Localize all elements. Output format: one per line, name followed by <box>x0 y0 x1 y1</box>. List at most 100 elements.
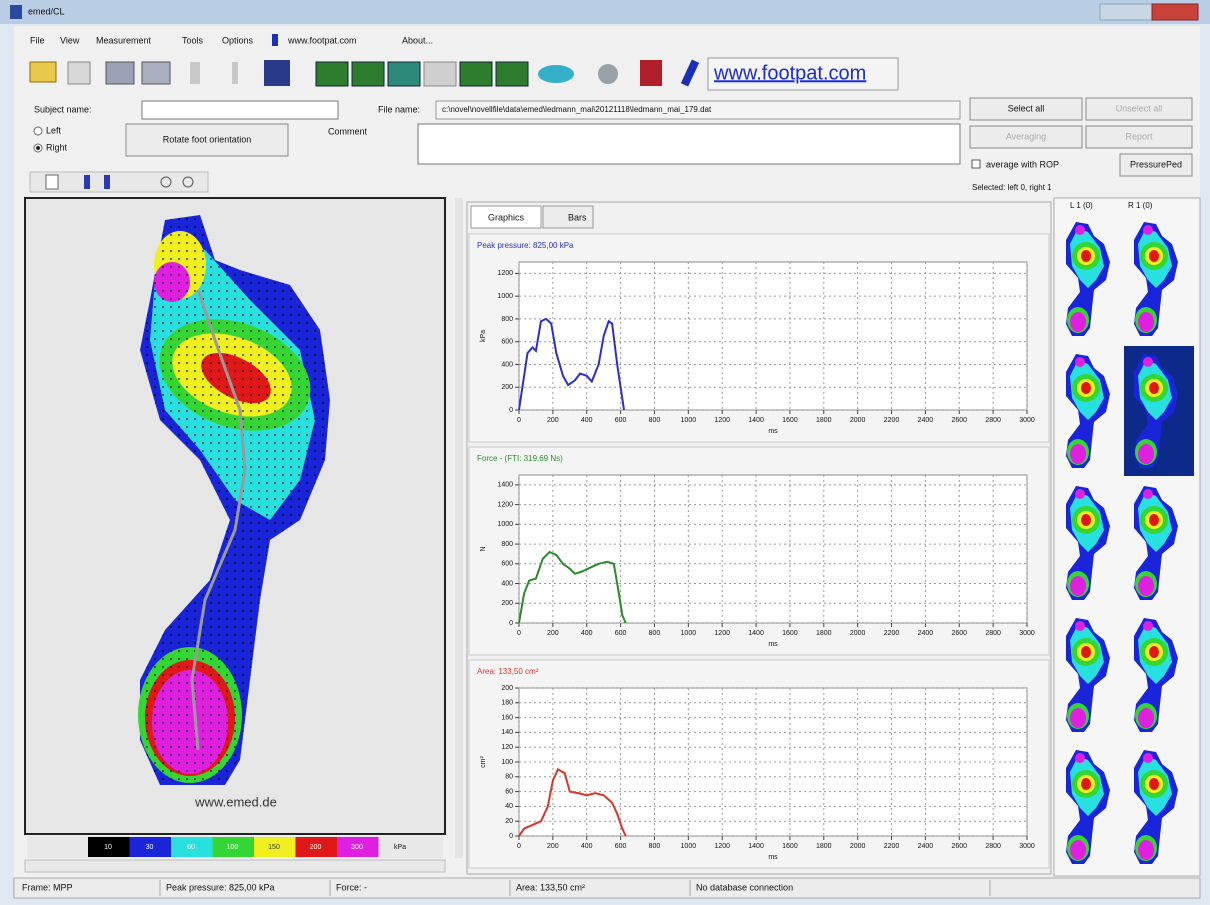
y-tick-label: 160 <box>501 714 513 721</box>
3d-icon[interactable] <box>264 60 290 86</box>
scale-label: 100 <box>227 844 239 851</box>
x-tick-label: 2000 <box>850 417 866 424</box>
x-tick-label: 1200 <box>714 630 730 637</box>
radio-left[interactable] <box>34 127 42 135</box>
print-icon[interactable] <box>142 62 170 84</box>
status-text: Area: 133,50 cm² <box>516 882 585 892</box>
y-tick-label: 180 <box>501 700 513 707</box>
splitter[interactable] <box>455 198 463 858</box>
x-tick-label: 2400 <box>918 417 934 424</box>
x-tick-label: 1800 <box>816 417 832 424</box>
x-tick-label: 1200 <box>714 843 730 850</box>
status-text: No database connection <box>696 882 793 892</box>
radio-label: Left <box>46 125 62 135</box>
y-tick-label: 1200 <box>497 501 513 508</box>
y-tick-label: 0 <box>509 833 513 840</box>
comment-input[interactable] <box>418 124 960 164</box>
plate-icon[interactable] <box>460 62 492 86</box>
x-tick-label: 600 <box>615 843 627 850</box>
x-tick-label: 1200 <box>714 417 730 424</box>
scale-label: 200 <box>310 844 322 851</box>
comment-label: Comment <box>328 126 368 136</box>
button-label: Select all <box>1008 103 1045 113</box>
menu-item[interactable]: File <box>30 35 45 45</box>
y-tick-label: 0 <box>509 620 513 627</box>
y-tick-label: 0 <box>509 407 513 414</box>
plate-icon[interactable] <box>424 62 456 86</box>
y-tick-label: 600 <box>501 561 513 568</box>
x-tick-label: 2800 <box>985 417 1001 424</box>
y-tick-label: 1400 <box>497 482 513 489</box>
y-tick-label: 800 <box>501 541 513 548</box>
pen-icon <box>272 34 278 46</box>
x-tick-label: 800 <box>649 417 661 424</box>
arrow-icon[interactable] <box>84 175 90 189</box>
title-bar <box>0 0 1210 24</box>
x-tick-label: 800 <box>649 630 661 637</box>
menu-item[interactable]: View <box>60 35 80 45</box>
calc-icon[interactable] <box>640 60 662 86</box>
subject-input[interactable] <box>142 101 338 119</box>
website-link[interactable]: www.footpat.com <box>713 62 866 84</box>
tab-label: Graphics <box>488 212 525 222</box>
button-label: Unselect all <box>1116 103 1163 113</box>
x-tick-label: 2200 <box>884 843 900 850</box>
x-axis-label: ms <box>768 428 778 435</box>
x-tick-label: 2800 <box>985 843 1001 850</box>
menu-item[interactable]: Tools <box>182 35 204 45</box>
y-axis-label: cm² <box>480 756 487 768</box>
x-axis-label: ms <box>768 641 778 648</box>
page-icon[interactable] <box>46 175 58 189</box>
menu-item[interactable]: About... <box>402 35 433 45</box>
arrow-icon[interactable] <box>104 175 110 189</box>
x-tick-label: 2000 <box>850 843 866 850</box>
x-tick-label: 1600 <box>782 630 798 637</box>
plate-icon[interactable] <box>388 62 420 86</box>
y-axis-label: kPa <box>480 330 487 342</box>
min-max-buttons[interactable] <box>1100 4 1152 20</box>
button-label: Report <box>1125 131 1153 141</box>
menu-item[interactable]: www.footpat.com <box>287 35 357 45</box>
menu-item[interactable]: Options <box>222 35 254 45</box>
x-tick-label: 2200 <box>884 630 900 637</box>
radio-label: Right <box>46 142 68 152</box>
h-scrollbar[interactable] <box>25 860 445 872</box>
x-tick-label: 3000 <box>1019 630 1035 637</box>
chart-title: Area: 133,50 cm² <box>477 667 539 676</box>
button-label: PressurePed <box>1130 159 1182 169</box>
plate-icon[interactable] <box>496 62 528 86</box>
y-axis-label: N <box>480 546 487 551</box>
plate-icon[interactable] <box>352 62 384 86</box>
x-tick-label: 2400 <box>918 630 934 637</box>
button-label: Averaging <box>1006 131 1046 141</box>
y-tick-label: 40 <box>505 803 513 810</box>
scale-label: 60 <box>187 844 195 851</box>
open-icon[interactable] <box>30 62 56 82</box>
x-tick-label: 600 <box>615 630 627 637</box>
app-window: emed/CL File View Measurement Tools Opti… <box>0 0 1210 905</box>
print-icon[interactable] <box>106 62 134 84</box>
selection-info: Selected: left 0, right 1 <box>972 183 1052 192</box>
save-icon[interactable] <box>68 62 90 84</box>
menu-item[interactable]: Measurement <box>96 35 152 45</box>
walk-icon[interactable] <box>190 62 200 84</box>
x-tick-label: 200 <box>547 843 559 850</box>
stand-icon[interactable] <box>232 62 238 84</box>
page: emed/CL File View Measurement Tools Opti… <box>0 0 1210 905</box>
close-button[interactable] <box>1152 4 1198 20</box>
checkbox-label: average with ROP <box>986 159 1059 169</box>
y-tick-label: 1000 <box>497 521 513 528</box>
x-tick-label: 2600 <box>951 843 967 850</box>
button-label: Rotate foot orientation <box>163 134 252 144</box>
plot-area <box>519 262 1027 410</box>
checkbox[interactable] <box>972 160 980 168</box>
y-tick-label: 200 <box>501 685 513 692</box>
y-tick-label: 800 <box>501 316 513 323</box>
search-icon[interactable] <box>598 64 618 84</box>
y-tick-label: 120 <box>501 744 513 751</box>
y-tick-label: 200 <box>501 600 513 607</box>
y-tick-label: 1200 <box>497 270 513 277</box>
plate-icon[interactable] <box>316 62 348 86</box>
y-tick-label: 140 <box>501 729 513 736</box>
export-icon[interactable] <box>538 65 574 83</box>
